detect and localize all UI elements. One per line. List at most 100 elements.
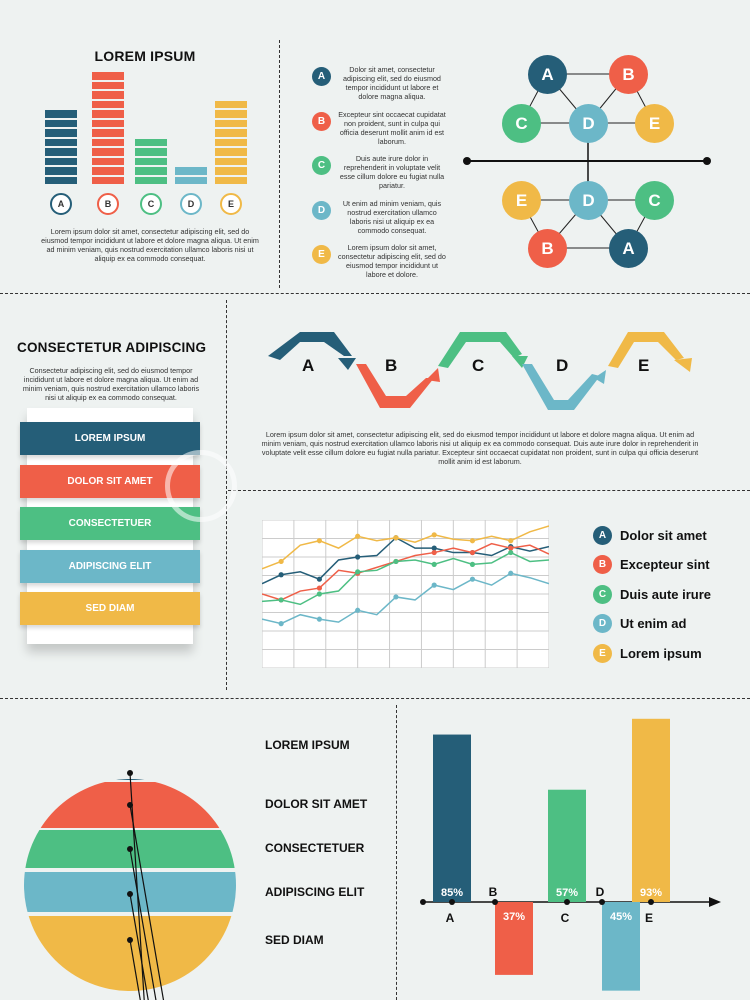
circle-band [24, 782, 236, 828]
series-point [316, 576, 322, 582]
series-point [393, 594, 399, 600]
arrow-letter-e: E [638, 356, 650, 375]
bar-value-label: 85% [441, 887, 463, 899]
bar-segment [215, 110, 247, 118]
bar-segment [175, 167, 207, 175]
bar-b [495, 902, 533, 975]
legend-badge: B [593, 555, 612, 574]
bar-value-label: 93% [640, 887, 662, 899]
arrow-head-c [512, 356, 528, 368]
bar-segment [215, 129, 247, 137]
legend-label: Dolor sit amet [620, 527, 707, 543]
series-point [508, 549, 514, 556]
bar-stack-b [92, 72, 124, 184]
circle-band [24, 779, 236, 780]
series-point [469, 538, 476, 544]
arrow-letter-a: A [302, 356, 315, 375]
label-dot [127, 802, 133, 808]
series-point [316, 616, 322, 622]
series-line [262, 551, 549, 606]
circle-label: LOREM IPSUM [265, 738, 350, 752]
arrow-segment-d [522, 364, 600, 410]
legend-badge: E [593, 643, 612, 663]
section2-title: CONSECTETUR ADIPISCING [17, 340, 207, 355]
list-item-text: Excepteur sint occaecat cupidatat non pr… [338, 109, 446, 146]
bar-segment [45, 138, 77, 146]
arrow-segment-e [608, 332, 684, 368]
legend-label: Duis aute irure [620, 586, 712, 602]
bar-segment [92, 81, 124, 89]
series-point [508, 538, 514, 544]
section1-title: LOREM IPSUM [94, 48, 196, 64]
axis-tick-dot [648, 899, 654, 905]
ribbon-item: SED DIAM [20, 592, 200, 625]
bar-d [602, 902, 640, 991]
legend-badge: A [593, 525, 612, 545]
series-point [316, 538, 322, 544]
network-node-c: C [635, 181, 674, 220]
legend-label: Excepteur sint [620, 557, 710, 572]
circle-band [24, 830, 236, 868]
letter-badge: E [312, 245, 331, 264]
letter-badge: C [312, 156, 331, 175]
bar-e [632, 718, 670, 902]
bar-c [548, 789, 586, 902]
arrow-segment-c [438, 332, 522, 368]
divider [0, 698, 750, 699]
bar-segment [135, 138, 167, 146]
series-point [431, 532, 437, 538]
arrow-segment-a [268, 332, 352, 360]
network-node-a: A [609, 229, 648, 268]
letter-circle-c: C [140, 193, 162, 215]
legend-badge: C [593, 584, 612, 604]
divider [279, 40, 280, 288]
bar-segment [92, 72, 124, 80]
bar-value-label: 37% [503, 911, 525, 923]
series-point [393, 558, 399, 565]
series-point [278, 597, 284, 603]
letter-badge: D [312, 200, 331, 220]
bar-segment [92, 157, 124, 165]
series-point [431, 561, 437, 567]
list-item-text: Ut enim ad minim veniam, quis nostrud ex… [342, 198, 442, 235]
list-item-text: Duis aute irure dolor in reprehenderit i… [339, 154, 445, 190]
label-connector [129, 804, 165, 1000]
bar-segment [135, 176, 167, 184]
bar-segment [92, 100, 124, 108]
label-dot [127, 891, 133, 897]
category-label: B [489, 885, 498, 899]
series-point [355, 569, 361, 575]
series-point [469, 561, 476, 567]
series-point [278, 572, 284, 578]
striped-circle-chart [24, 770, 236, 1000]
series-line [262, 525, 549, 570]
network-node-d: D [569, 104, 608, 143]
legend-item: A Dolor sit amet [593, 525, 707, 545]
network-diagram [463, 73, 711, 249]
series-point [316, 591, 322, 597]
series-point [316, 585, 322, 591]
circle-band [24, 916, 236, 991]
bar-stack-d [175, 167, 207, 184]
legend-item: B Excepteur sint [593, 555, 710, 575]
bar-segment [45, 119, 77, 127]
legend-item: E Lorem ipsum [593, 643, 702, 663]
bar-segment [215, 167, 247, 175]
arrows-body: Lorem ipsum dolor sit amet, consectetur … [261, 430, 699, 466]
arrow-head-d [594, 370, 606, 384]
network-node-e: E [502, 181, 541, 220]
bar-stack-a [45, 110, 77, 184]
series-point [355, 607, 361, 613]
network-node-e: E [635, 104, 674, 143]
series-point [355, 533, 361, 539]
bar-segment [92, 119, 124, 127]
bar-segment [45, 157, 77, 165]
series-point [431, 545, 437, 551]
axis-endpoint [703, 157, 711, 165]
series-point [431, 549, 437, 556]
section2-body: Consectetur adipiscing elit, sed do eius… [22, 366, 200, 402]
arrow-letter-c: C [472, 356, 485, 375]
label-dot [127, 770, 133, 776]
network-node-b: B [609, 55, 648, 94]
bar-segment [215, 148, 247, 156]
